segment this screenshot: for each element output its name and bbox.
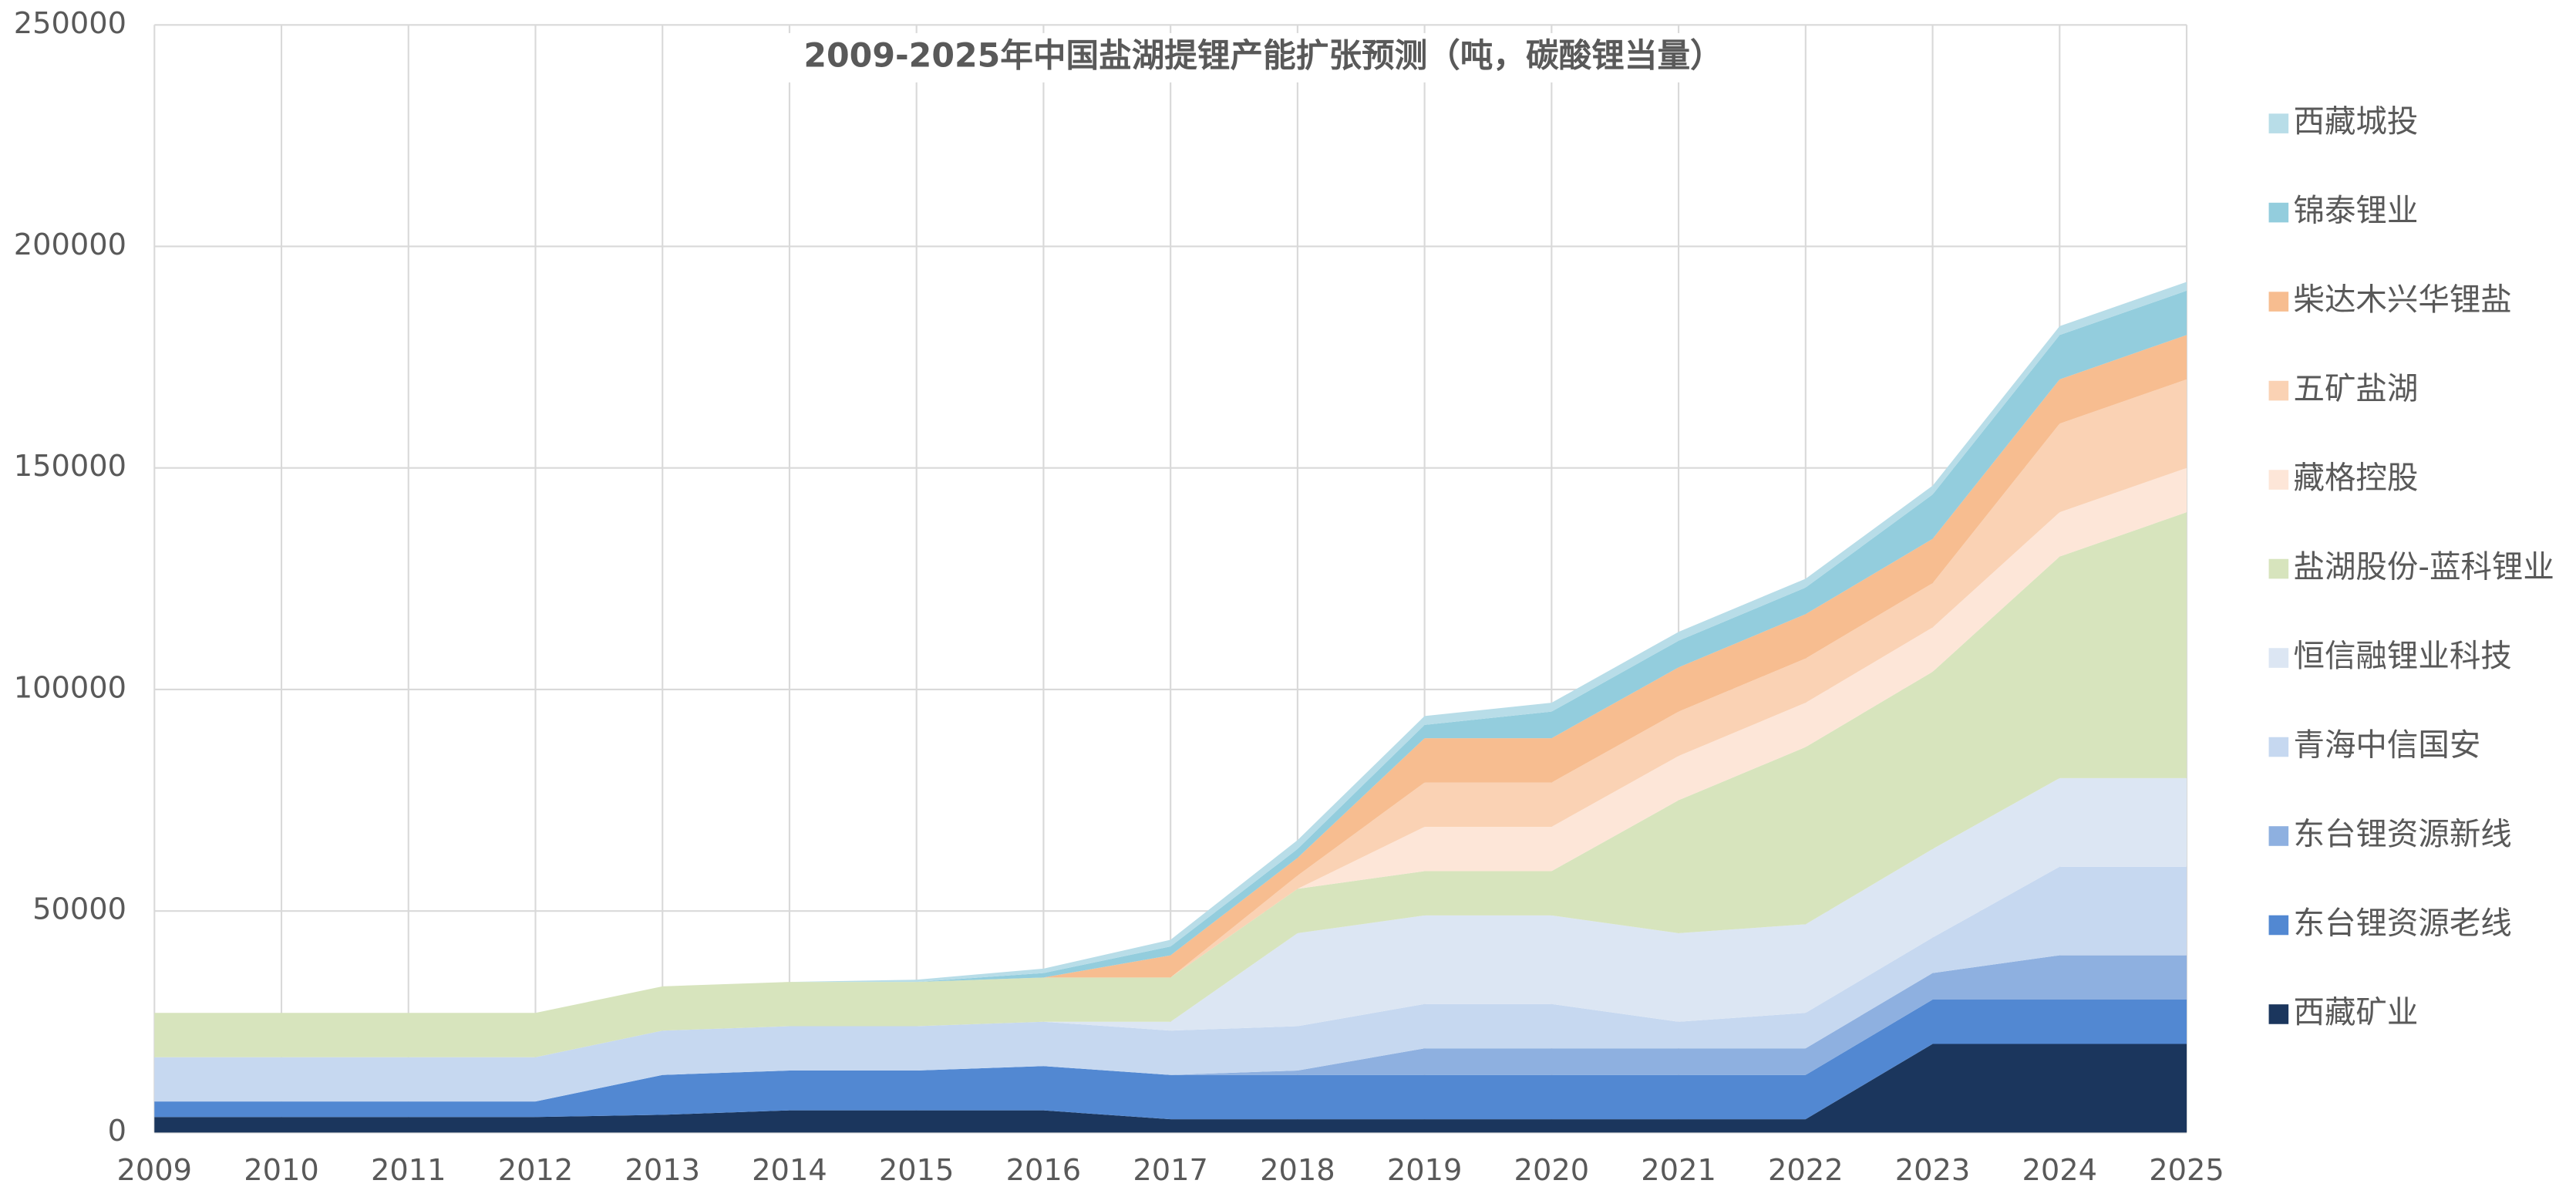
legend-swatch: [2268, 826, 2289, 846]
legend-swatch: [2268, 202, 2289, 223]
legend-swatch: [2268, 1004, 2289, 1024]
area: [154, 1044, 2187, 1133]
legend-label: 东台锂资源老线: [2294, 904, 2512, 941]
legend-label: 柴达木兴华锂盐: [2294, 281, 2512, 318]
x-tick-label: 2014: [752, 1153, 827, 1187]
legend-swatch: [2268, 915, 2289, 936]
legend-label: 东台锂资源新线: [2294, 815, 2512, 852]
legend-swatch: [2268, 113, 2289, 133]
legend-label: 盐湖股份-蓝科锂业: [2294, 548, 2554, 585]
x-tick-label: 2011: [371, 1153, 446, 1187]
x-tick-label: 2016: [1006, 1153, 1082, 1187]
x-tick-label: 2012: [498, 1153, 574, 1187]
area: [154, 379, 2187, 1013]
x-tick-label: 2020: [1514, 1153, 1590, 1187]
legend-swatch: [2268, 737, 2289, 757]
x-tick-label: 2010: [244, 1153, 319, 1187]
x-tick-label: 2024: [2022, 1153, 2097, 1187]
area: [154, 1000, 2187, 1120]
area: [154, 866, 2187, 1102]
y-tick-label: 100000: [14, 670, 126, 705]
chart-title: 2009-2025年中国盐湖提锂产能扩张预测（吨，碳酸锂当量）: [803, 36, 1722, 75]
legend-swatch: [2268, 558, 2289, 579]
x-tick-label: 2021: [1641, 1153, 1716, 1187]
legend-label: 藏格控股: [2294, 459, 2419, 496]
title-background: [785, 32, 1742, 83]
legend-swatch: [2268, 292, 2289, 312]
x-tick-label: 2017: [1133, 1153, 1208, 1187]
legend-swatch: [2268, 470, 2289, 490]
x-tick-label: 2013: [625, 1153, 700, 1187]
y-tick-label: 0: [108, 1114, 126, 1148]
legend-label: 西藏城投: [2294, 103, 2419, 140]
x-tick-label: 2019: [1387, 1153, 1463, 1187]
area: [154, 512, 2187, 1057]
x-tick-label: 2022: [1768, 1153, 1844, 1187]
y-tick-label: 250000: [14, 6, 126, 41]
x-tick-label: 2025: [2149, 1153, 2224, 1187]
y-tick-label: 200000: [14, 228, 126, 262]
area: [154, 777, 2187, 1057]
area: [154, 955, 2187, 1102]
legend-swatch: [2268, 380, 2289, 401]
area: [154, 467, 2187, 1013]
x-tick-label: 2018: [1260, 1153, 1335, 1187]
axes: 0 50000 100000 150000 200000 250000 2009 2010 20…: [14, 6, 2224, 1187]
legend-label: 青海中信国安: [2294, 727, 2481, 764]
y-tick-label: 150000: [14, 449, 126, 484]
areas: [154, 282, 2187, 1133]
x-tick-label: 2023: [1895, 1153, 1971, 1187]
y-tick-label: 50000: [32, 892, 126, 927]
legend-label: 五矿盐湖: [2294, 370, 2419, 407]
legend-swatch: [2268, 648, 2289, 668]
legend-label: 锦泰锂业: [2294, 192, 2419, 229]
x-tick-label: 2009: [116, 1153, 192, 1187]
legend-label: 恒信融锂业科技: [2294, 637, 2512, 674]
legend-label: 西藏矿业: [2294, 993, 2419, 1030]
x-tick-label: 2015: [879, 1153, 955, 1187]
